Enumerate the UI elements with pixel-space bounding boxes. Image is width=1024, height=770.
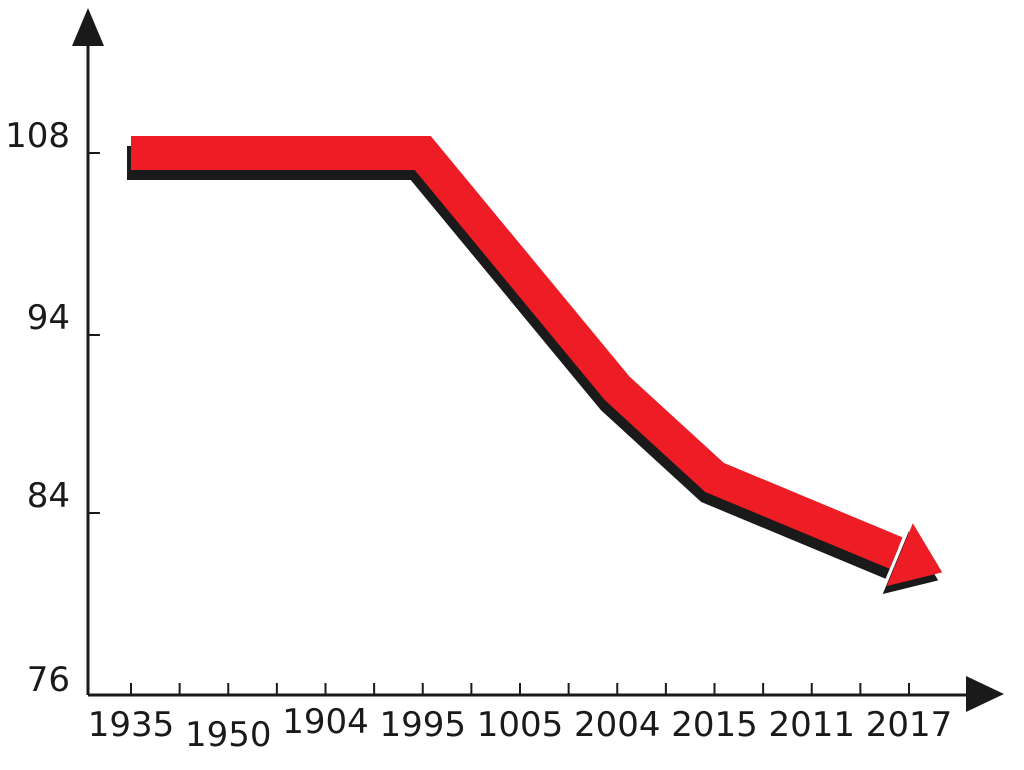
series-arrowhead bbox=[886, 523, 943, 587]
x-axis-arrow-icon bbox=[966, 676, 1004, 712]
x-tick-label: 1950 bbox=[185, 715, 272, 755]
x-tick-label: 1904 bbox=[282, 702, 369, 742]
y-tick-label: 76 bbox=[27, 660, 70, 700]
x-tick-label: 2015 bbox=[671, 705, 758, 745]
y-tick-label: 108 bbox=[5, 116, 70, 156]
x-tick-label: 1005 bbox=[477, 705, 564, 745]
y-axis-ticks: 108 94 84 76 bbox=[5, 116, 100, 700]
x-tick-label: 2004 bbox=[574, 705, 661, 745]
x-tick-label: 1935 bbox=[88, 705, 175, 745]
series-line bbox=[131, 136, 903, 569]
y-axis-arrow-icon bbox=[72, 8, 104, 46]
x-tick-label: 2017 bbox=[866, 705, 953, 745]
x-tick-label: 2011 bbox=[768, 705, 855, 745]
y-tick-label: 84 bbox=[27, 476, 70, 516]
y-tick-label: 94 bbox=[27, 298, 70, 338]
x-tick-label: 1995 bbox=[379, 705, 466, 745]
x-axis-ticks: 1935 1950 1904 1995 1005 2004 2015 2011 2017 bbox=[88, 683, 953, 755]
series-layer bbox=[127, 136, 943, 595]
